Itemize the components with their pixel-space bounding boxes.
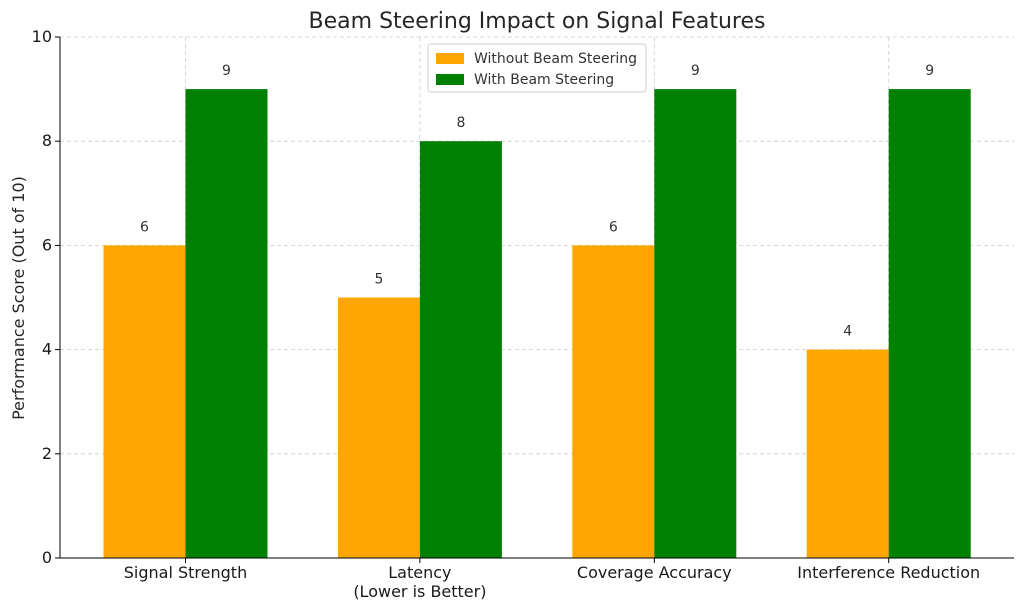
x-tick-label: Interference Reduction [797,563,980,582]
bar-with-beam-steering [654,89,737,558]
chart-title: Beam Steering Impact on Signal Features [309,9,766,34]
bar-without-beam-steering [806,349,889,558]
bar-value-label: 6 [140,219,149,235]
legend-swatch [436,53,464,64]
x-tick-label: Coverage Accuracy [577,563,732,582]
data-labels: 6 5 6 4 9 8 9 9 [140,63,934,340]
bar-value-label: 9 [691,63,700,79]
bar-value-label: 9 [925,63,934,79]
bar-value-label: 4 [843,324,852,340]
bar-without-beam-steering [103,245,186,558]
y-tick-label: 2 [42,444,52,463]
y-tick-label: 10 [32,27,52,46]
bar-without-beam-steering [572,245,655,558]
bar-with-beam-steering [888,89,971,558]
y-axis-label: Performance Score (Out of 10) [9,176,28,420]
bar-value-label: 6 [609,219,618,235]
y-tick-label: 0 [42,548,52,567]
bar-with-beam-steering [185,89,268,558]
bar-with-beam-steering [419,141,502,558]
y-tick-label: 6 [42,235,52,254]
bars [103,89,971,558]
legend-box [427,43,647,93]
legend: Without Beam Steering With Beam Steering [427,43,647,93]
x-tick-label: Signal Strength [124,563,247,582]
x-tick-label: Latency (Lower is Better) [353,563,486,601]
bar-value-label: 9 [222,63,231,79]
legend-swatch [436,74,464,85]
axes: 0 2 4 6 8 10 Signal Strength Latency (Lower is B… [32,27,1014,601]
bar-value-label: 5 [374,272,383,288]
bar-without-beam-steering [337,297,420,558]
legend-entry: With Beam Steering [474,72,614,88]
bar-value-label: 8 [456,115,465,131]
y-tick-label: 8 [42,131,52,150]
y-tick-label: 4 [42,340,52,359]
legend-entry: Without Beam Steering [474,51,637,67]
